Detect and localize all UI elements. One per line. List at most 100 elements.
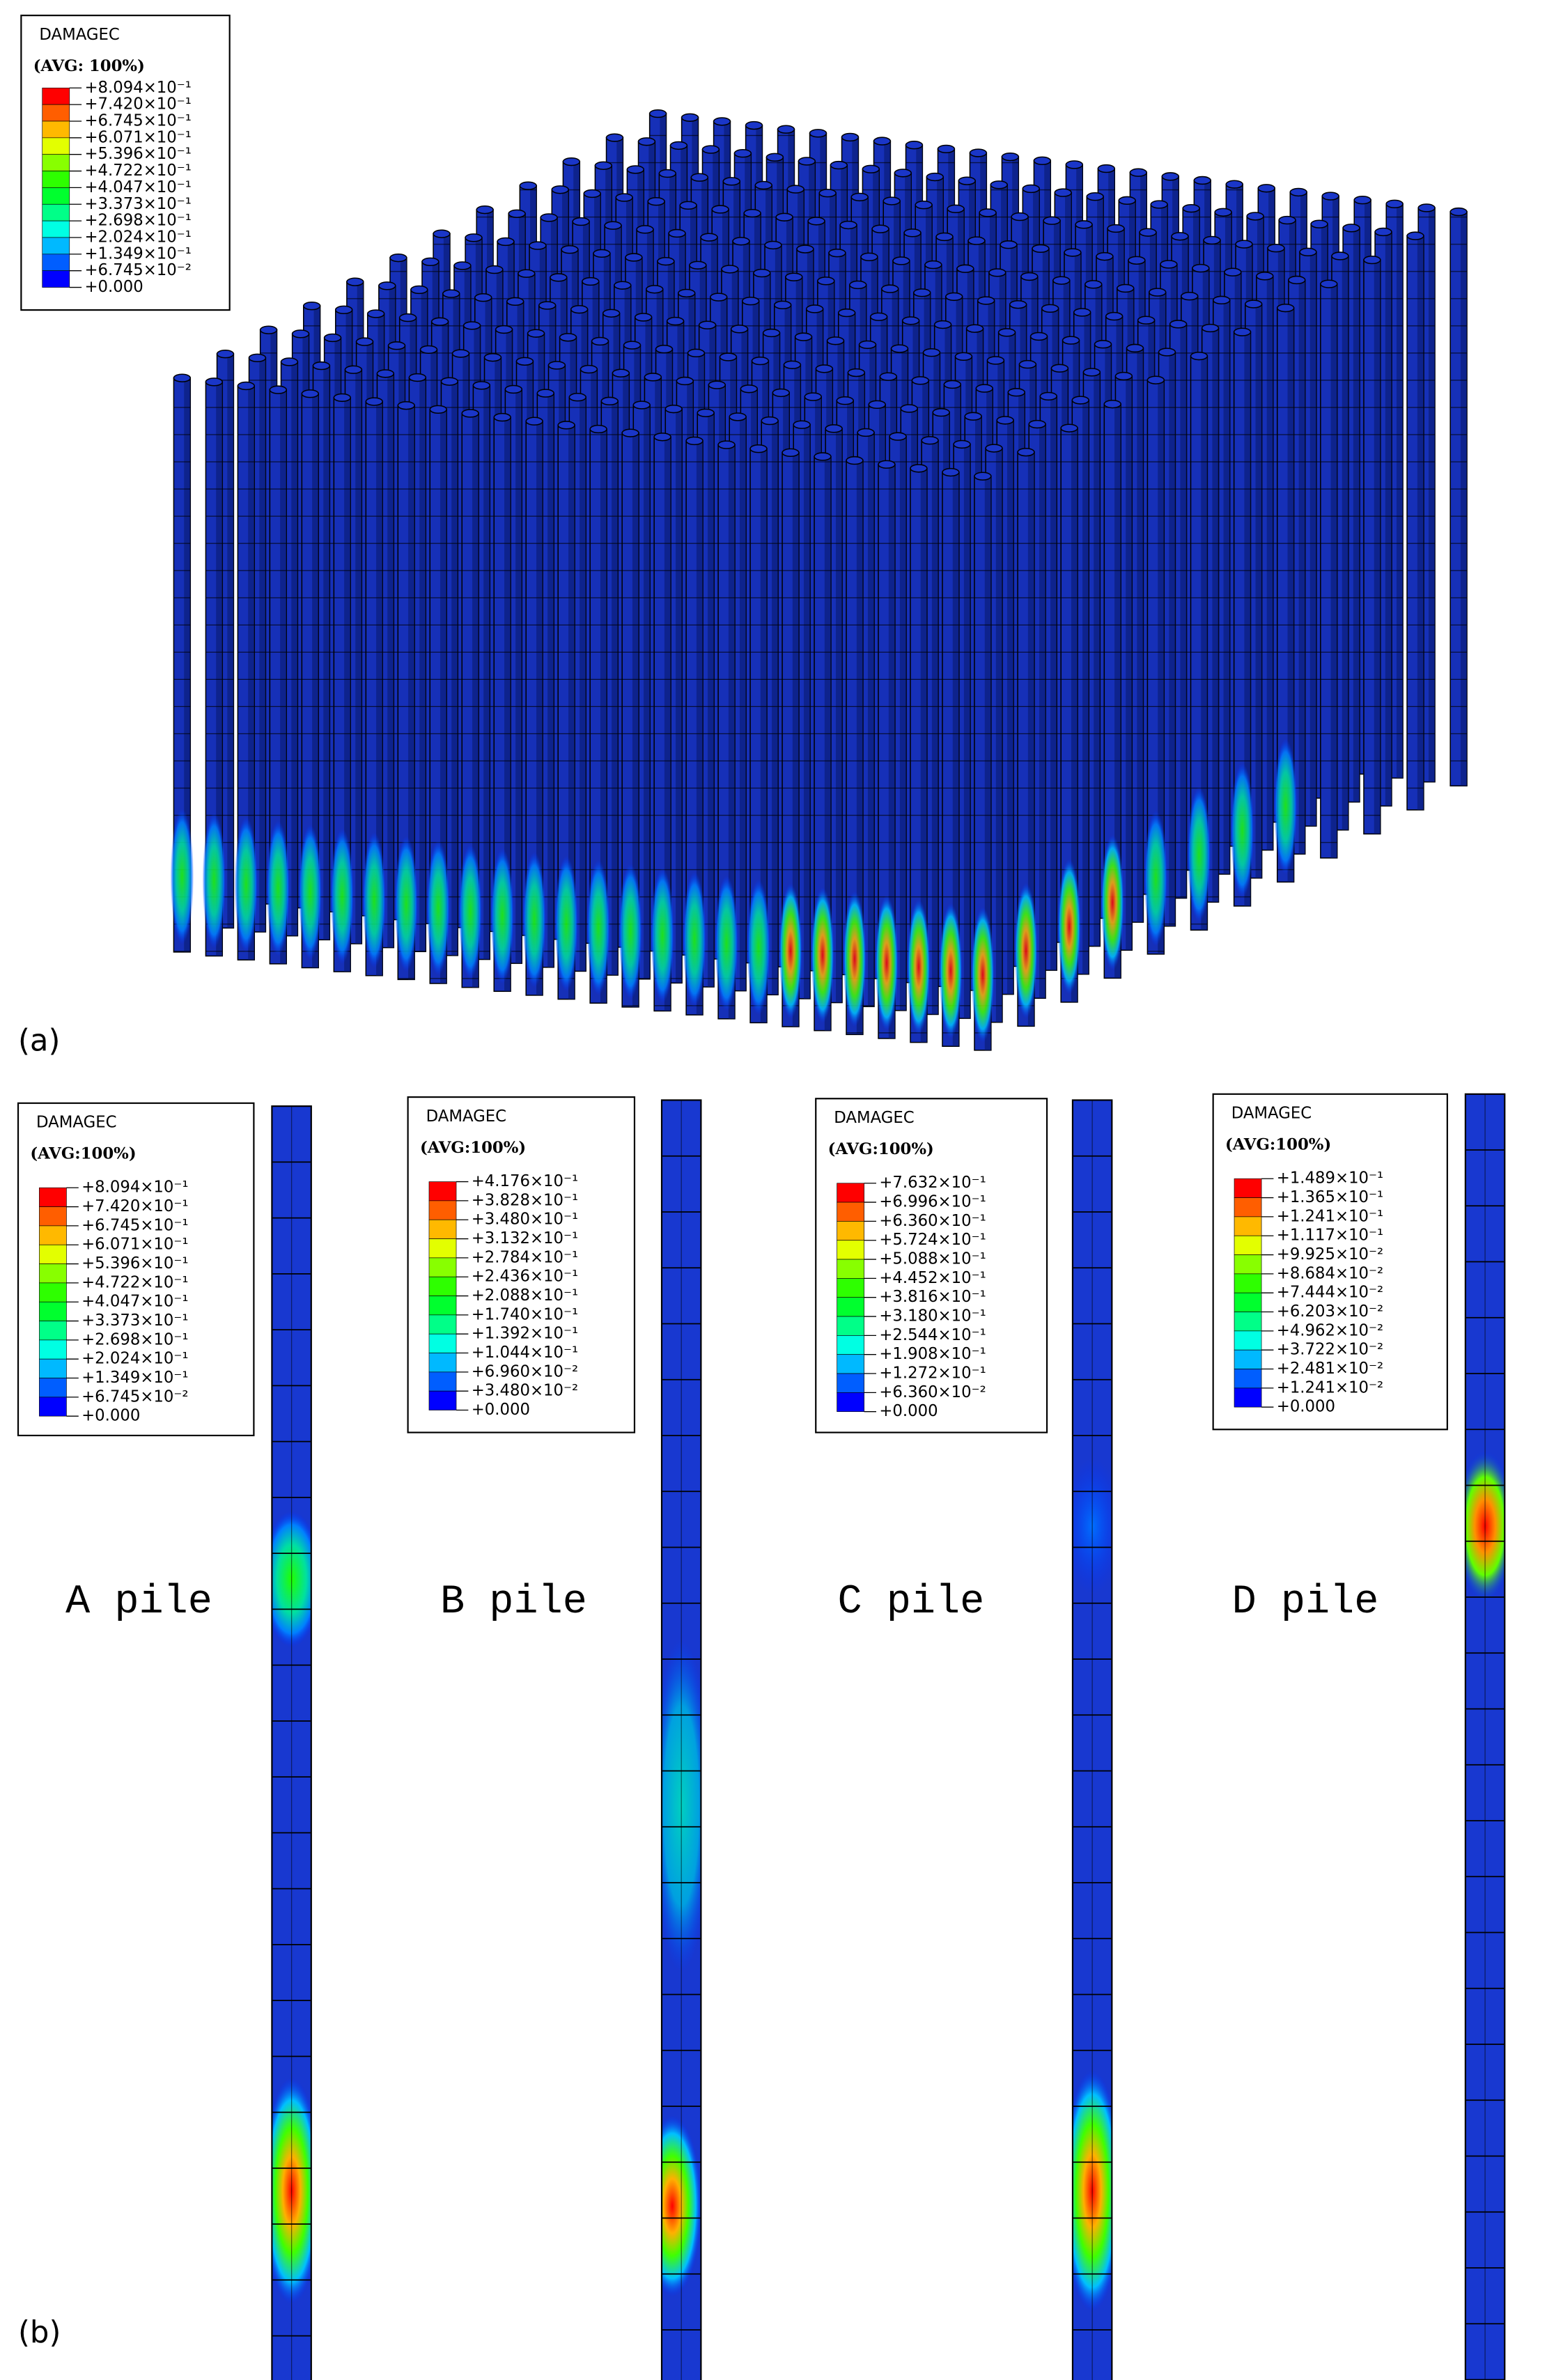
- pile-mesh: [462, 413, 479, 988]
- pile-top: [762, 328, 781, 338]
- pile-top: [1288, 275, 1306, 285]
- pile-top: [419, 345, 438, 355]
- pile-mesh: [238, 385, 255, 960]
- pile-top: [926, 172, 944, 182]
- pile-top: [472, 381, 491, 390]
- pile-top: [658, 169, 676, 178]
- legend-title: DAMAGEC: [36, 1113, 116, 1131]
- pile-outline: [1071, 1099, 1113, 2380]
- legend-label: +2.481×10⁻²: [1277, 1360, 1383, 1378]
- pile-top: [1007, 388, 1025, 397]
- pile-mesh: [334, 397, 351, 972]
- legend-label: +1.365×10⁻¹: [1277, 1188, 1383, 1206]
- legend-label: +1.489×10⁻¹: [1277, 1169, 1383, 1188]
- pile-top: [1097, 164, 1116, 173]
- pile-top: [975, 384, 993, 393]
- legend-label: +8.094×10⁻¹: [84, 79, 191, 97]
- legend-label: +4.047×10⁻¹: [81, 1293, 188, 1311]
- legend-label: +0.000: [1277, 1398, 1335, 1416]
- damage-zone: [747, 879, 770, 1016]
- legend-label: +6.745×10⁻¹: [81, 1216, 188, 1234]
- pile-top: [568, 393, 586, 402]
- pile-top: [668, 228, 686, 238]
- damage-zone: [843, 891, 866, 1027]
- legend-swatch: [837, 1335, 864, 1355]
- pile-top: [1267, 244, 1285, 253]
- legend-label: +6.360×10⁻¹: [879, 1212, 986, 1230]
- pile-top: [711, 205, 729, 214]
- damage-zone: [1273, 738, 1298, 875]
- damage-zone: [811, 887, 834, 1023]
- pile-top: [248, 353, 267, 363]
- pile-mesh: [1104, 404, 1121, 979]
- pile-mesh: [1407, 235, 1424, 810]
- damage-zone: [298, 824, 322, 960]
- pile-top: [495, 325, 513, 334]
- legend-swatch: [837, 1240, 864, 1260]
- pile-top: [782, 448, 800, 458]
- pile-top: [1224, 267, 1242, 277]
- pile-top: [1310, 219, 1328, 228]
- damage-zone: [971, 906, 995, 1043]
- pile-top: [1107, 224, 1125, 233]
- pile-top: [977, 296, 995, 305]
- pile-top: [525, 417, 543, 426]
- pile-top: [733, 149, 752, 158]
- pile-top: [1257, 184, 1275, 193]
- legend-label: +3.816×10⁻¹: [879, 1288, 986, 1306]
- annotations: DAMAGEC(AVG: 100%)+8.094×10⁻¹+7.420×10⁻¹…: [17, 15, 1506, 2380]
- pile-top: [742, 297, 760, 306]
- pile-top: [540, 213, 558, 222]
- pile-mesh: [878, 464, 895, 1039]
- pile-top: [397, 400, 415, 410]
- pile-top: [815, 364, 834, 373]
- pile-top: [483, 352, 502, 362]
- pile-top: [836, 396, 854, 405]
- pile-top: [378, 281, 396, 290]
- pile-top: [398, 313, 417, 322]
- legend-swatch: [42, 171, 70, 188]
- legend-label: +1.392×10⁻¹: [472, 1325, 578, 1343]
- pile-top: [922, 348, 941, 357]
- pile-top: [559, 333, 577, 342]
- pile-top: [536, 389, 554, 398]
- pile-top: [570, 304, 589, 314]
- pile-top: [440, 377, 459, 386]
- pile-top: [497, 237, 515, 247]
- damage-zone: [939, 903, 963, 1039]
- legend-label: +6.996×10⁻¹: [879, 1193, 986, 1211]
- pile-name: B pile: [440, 1578, 587, 1625]
- pile-top: [969, 148, 988, 157]
- pile-mesh: [1190, 356, 1208, 931]
- legend-swatch: [428, 1200, 457, 1220]
- legend-label: +1.241×10⁻¹: [1277, 1207, 1383, 1225]
- pile-top: [515, 357, 534, 366]
- damage-zone: [1057, 858, 1081, 995]
- pile-top: [1320, 279, 1338, 288]
- legend-subtitle: (AVG:100%): [30, 1145, 136, 1163]
- pile-top: [751, 356, 770, 366]
- pile-top: [476, 205, 494, 215]
- pile-top: [614, 281, 632, 290]
- pile-mesh: [398, 405, 415, 980]
- pile-top: [551, 185, 569, 194]
- legend-swatch: [428, 1333, 457, 1353]
- pile-top: [964, 412, 982, 421]
- pile-top: [841, 132, 860, 142]
- legend-swatch: [42, 104, 70, 122]
- damage-zone: [170, 808, 194, 945]
- legend-label: +2.436×10⁻¹: [472, 1268, 578, 1286]
- pile-mesh: [1450, 212, 1468, 786]
- legend-swatch: [1234, 1216, 1262, 1236]
- legend-swatch: [42, 220, 70, 238]
- pile-top: [1276, 303, 1295, 313]
- pile-top: [346, 277, 364, 286]
- legend-swatch: [837, 1183, 864, 1203]
- pile-top: [1103, 399, 1121, 409]
- legend-label: +6.745×10⁻¹: [84, 111, 191, 130]
- pile-top: [676, 376, 694, 386]
- pile-top: [942, 467, 960, 477]
- pile-top: [237, 381, 256, 391]
- pile-mesh: [910, 468, 927, 1043]
- pile-top: [729, 412, 747, 421]
